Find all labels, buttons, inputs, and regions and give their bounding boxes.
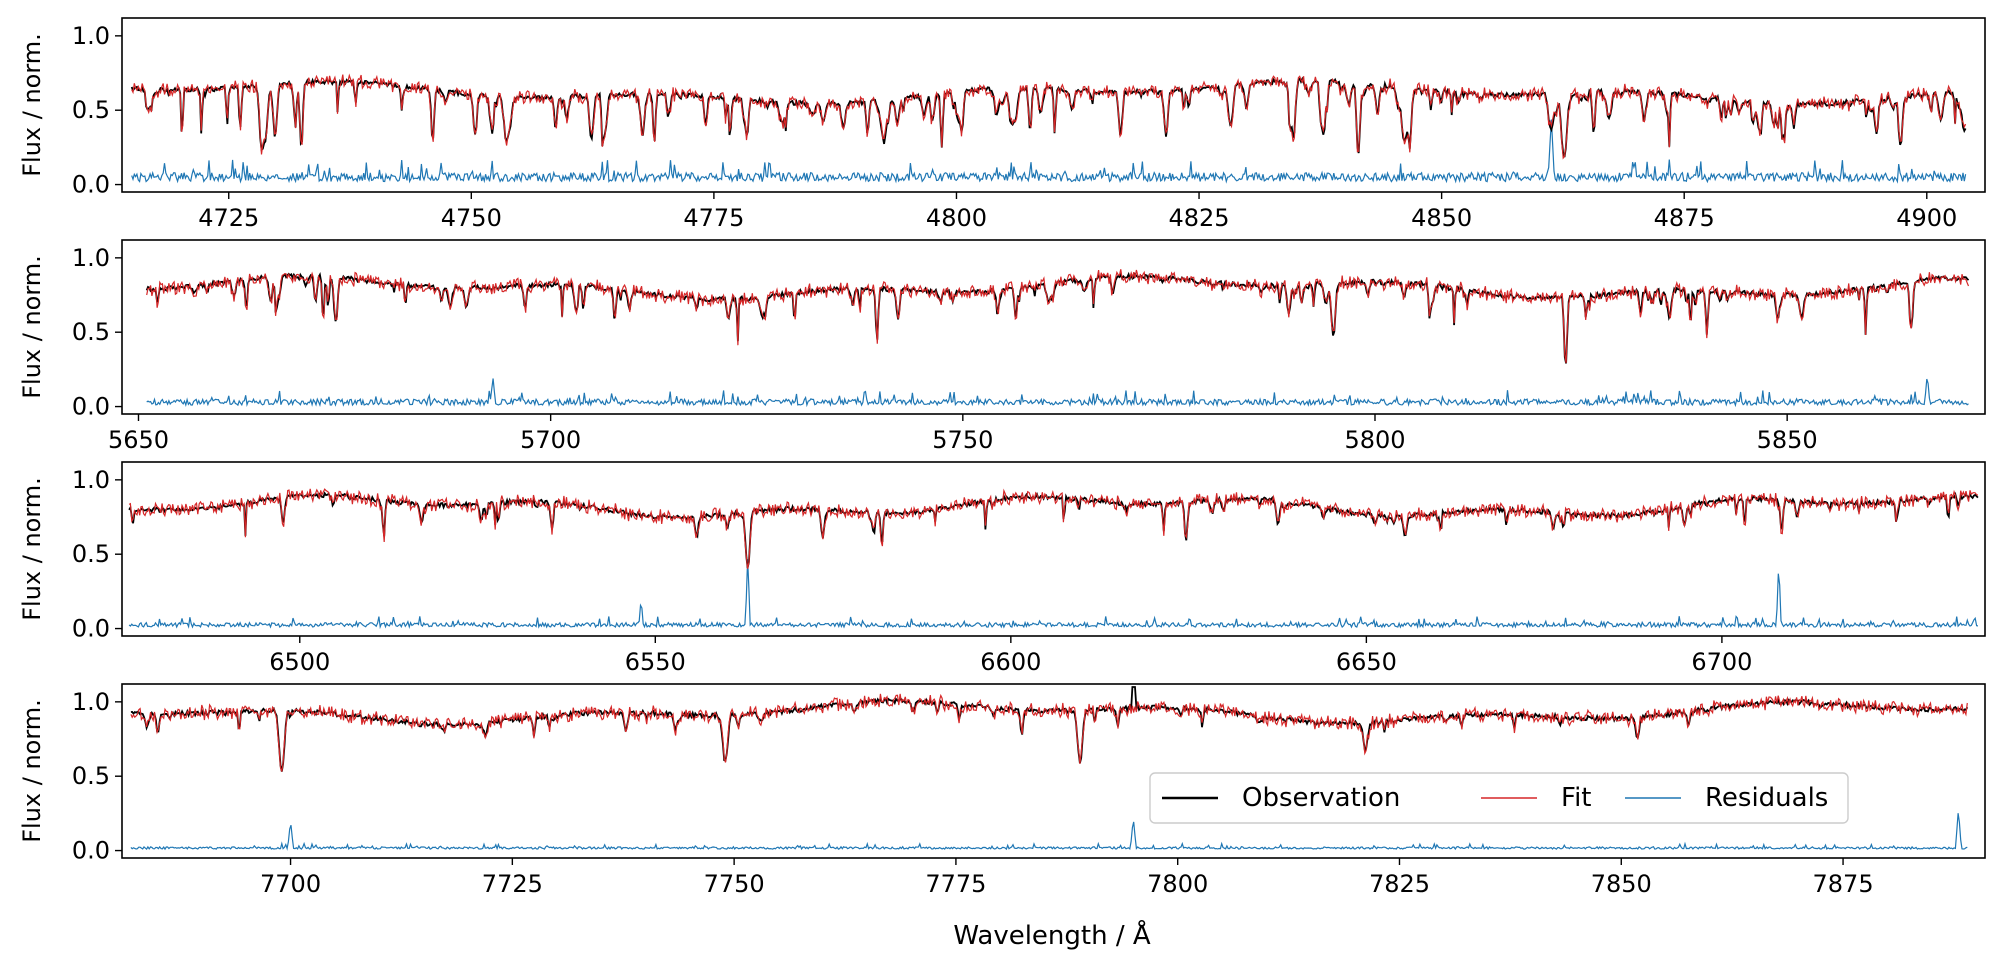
x-tick-label: 6500 <box>269 648 330 676</box>
panel-4-frame <box>121 683 1986 859</box>
x-tick-label: 5650 <box>108 426 169 454</box>
x-tick-label: 4875 <box>1654 204 1715 232</box>
residuals-series-line <box>131 119 1967 184</box>
x-tick-label: 6550 <box>625 648 686 676</box>
x-axis-label: Wavelength / Å <box>953 919 1151 951</box>
fit-series-line <box>131 73 1967 160</box>
y-tick-label: 1.0 <box>72 688 110 716</box>
x-tick-label: 7700 <box>260 870 321 898</box>
x-tick-label: 6650 <box>1336 648 1397 676</box>
legend: Observation Fit Residuals <box>1149 772 1849 824</box>
y-axis-label: Flux / norm. <box>18 33 46 177</box>
y-tick-label: 1.0 <box>72 244 110 272</box>
panel-1-lines <box>130 73 1967 184</box>
x-tick-label: 7725 <box>482 870 543 898</box>
y-tick-label: 1.0 <box>72 466 110 494</box>
panel-2-lines <box>145 269 1970 408</box>
x-tick-label: 7750 <box>704 870 765 898</box>
panel-3-lines <box>128 488 1979 630</box>
x-tick-label: 6600 <box>980 648 1041 676</box>
x-tick-label: 4825 <box>1169 204 1230 232</box>
panel-1-frame <box>121 17 1986 193</box>
x-tick-label: 7825 <box>1369 870 1430 898</box>
y-tick-label: 0.5 <box>72 318 110 346</box>
legend-label-fit: Fit <box>1561 783 1591 813</box>
panel-1: 4725 4750 4775 4800 4825 4850 4875 4900 0.0 0.5 1.… <box>18 17 1986 232</box>
legend-label-residuals: Residuals <box>1705 783 1828 813</box>
y-tick-label: 0.0 <box>72 615 110 643</box>
legend-label-observation: Observation <box>1242 783 1400 813</box>
x-tick-label: 7875 <box>1813 870 1874 898</box>
x-tick-label: 4725 <box>198 204 259 232</box>
residuals-series-line <box>146 378 1969 408</box>
y-tick-label: 1.0 <box>72 22 110 50</box>
panel-4-lines <box>130 686 1969 851</box>
x-tick-label: 4750 <box>441 204 502 232</box>
panel-3: 6500 6550 6600 6650 6700 0.0 0.5 1.0 Flux / norm… <box>18 461 1986 676</box>
panel-2-frame <box>121 239 1986 415</box>
y-axis-label: Flux / norm. <box>18 699 46 843</box>
y-tick-label: 0.5 <box>72 96 110 124</box>
x-tick-label: 5850 <box>1757 426 1818 454</box>
x-tick-label: 4850 <box>1411 204 1472 232</box>
x-tick-label: 7800 <box>1147 870 1208 898</box>
fit-series-line <box>146 269 1970 364</box>
x-tick-label: 5700 <box>520 426 581 454</box>
residuals-series-line <box>130 813 1968 851</box>
residuals-series-line <box>128 559 1979 630</box>
x-tick-label: 4800 <box>926 204 987 232</box>
y-tick-label: 0.0 <box>72 837 110 865</box>
fit-series-line <box>128 488 1979 569</box>
panel-3-frame <box>121 461 1986 637</box>
x-tick-label: 5800 <box>1344 426 1405 454</box>
y-tick-label: 0.0 <box>72 393 110 421</box>
x-tick-label: 4900 <box>1896 204 1957 232</box>
x-tick-label: 5750 <box>932 426 993 454</box>
y-axis-label: Flux / norm. <box>18 477 46 621</box>
x-tick-label: 4775 <box>683 204 744 232</box>
x-tick-label: 6700 <box>1691 648 1752 676</box>
x-tick-label: 7850 <box>1591 870 1652 898</box>
y-tick-label: 0.0 <box>72 171 110 199</box>
y-axis-label: Flux / norm. <box>18 255 46 399</box>
panel-2: 5650 5700 5750 5800 5850 0.0 0.5 1.0 Flux / norm… <box>18 239 1986 454</box>
fit-series-line <box>130 693 1968 772</box>
panel-4: 7700 7725 7750 7775 7800 7825 7850 7875 0.0 0.5 1.… <box>18 683 1986 898</box>
y-tick-label: 0.5 <box>72 540 110 568</box>
y-tick-label: 0.5 <box>72 762 110 790</box>
x-tick-label: 7775 <box>925 870 986 898</box>
